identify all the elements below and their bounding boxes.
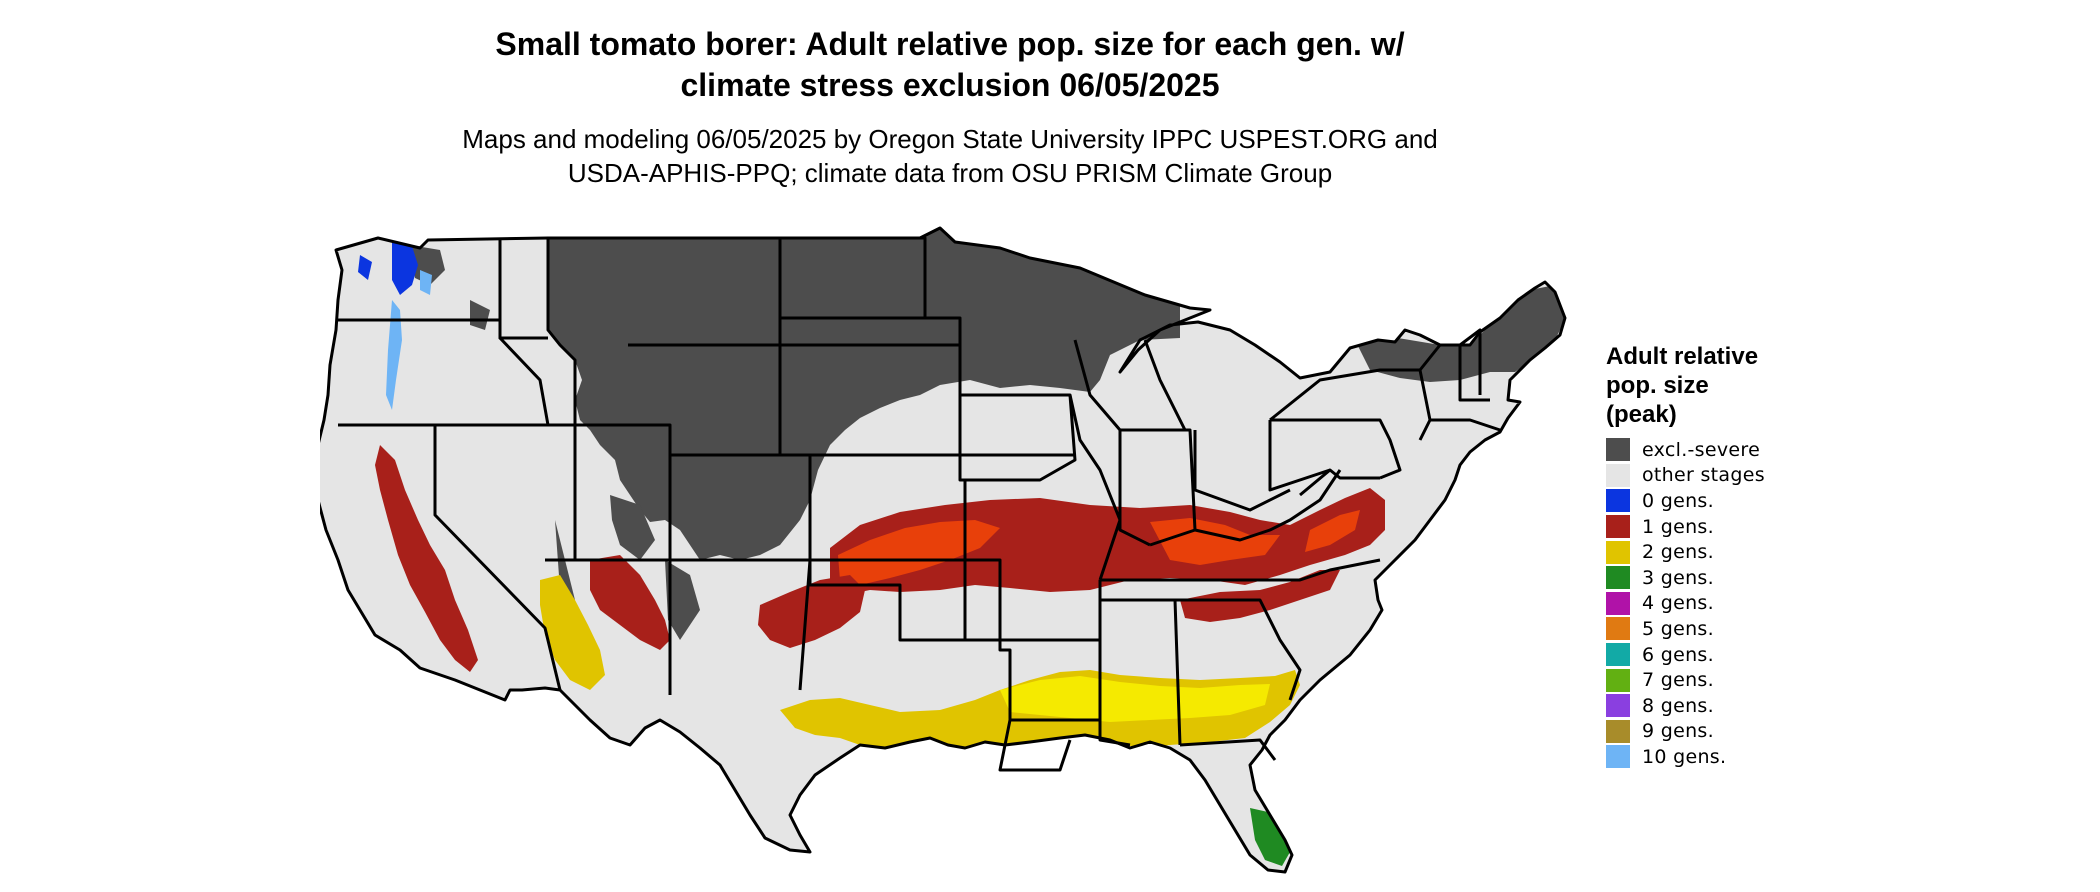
us-map-svg [320, 226, 1567, 874]
border-ok-tx [808, 560, 965, 642]
region-0-gens-washington [358, 240, 418, 295]
legend-item: 4 gens. [1606, 591, 1906, 617]
legend-label: excl.-severe [1642, 438, 1761, 461]
map-title-line-2: climate stress exclusion 06/05/2025 [680, 67, 1220, 103]
border-ut-wy [575, 423, 810, 457]
legend-title-line-3: (peak) [1606, 401, 1677, 428]
legend-swatch [1606, 489, 1630, 513]
border-mi-lower [1143, 339, 1187, 431]
border-tn-nc [1100, 558, 1381, 582]
border-ny [1269, 368, 1432, 441]
legend-swatch [1606, 745, 1630, 769]
legend-item: 6 gens. [1606, 642, 1906, 668]
region-1-gen-california [375, 445, 478, 672]
legend-swatch [1606, 515, 1630, 539]
legend-swatch [1606, 463, 1630, 487]
border-ks-ok [810, 558, 1010, 642]
region-1-gen-southwest [758, 575, 865, 648]
border-ky-wv [1149, 469, 1342, 547]
legend-item: 8 gens. [1606, 693, 1906, 719]
legend-item: 1 gens. [1606, 514, 1906, 540]
legend-item: 5 gens. [1606, 616, 1906, 642]
legend-label: 2 gens. [1642, 541, 1714, 564]
legend-label: 9 gens. [1642, 720, 1714, 743]
map-fill-regions [320, 228, 1565, 872]
border-ga-fl [1179, 738, 1277, 761]
legend-label: 0 gens. [1642, 489, 1714, 512]
region-excluded-west-patches [410, 245, 700, 640]
legend-item: 0 gens. [1606, 488, 1906, 514]
map-title: Small tomato borer: Adult relative pop. … [0, 24, 1900, 106]
legend-swatch [1606, 540, 1630, 564]
border-pa-ny [1270, 418, 1402, 480]
legend-swatch [1606, 643, 1630, 667]
legend-label: 8 gens. [1642, 694, 1714, 717]
legend-label: 6 gens. [1642, 643, 1714, 666]
region-excluded-north [548, 230, 1180, 560]
map-subtitle-line-2: USDA-APHIS-PPQ; climate data from OSU PR… [567, 158, 1333, 188]
map-legend: Adult relative pop. size (peak) excl.-se… [1606, 342, 1906, 770]
legend-title: Adult relative pop. size (peak) [1606, 342, 1806, 429]
region-1-gen-light [838, 510, 1360, 585]
legend-swatch [1606, 694, 1630, 718]
region-3-gens-texas [880, 800, 918, 855]
legend-label: 3 gens. [1642, 566, 1714, 589]
border-pa-west [1268, 420, 1331, 492]
border-ct-ma [1430, 418, 1501, 432]
border-nh-me [1459, 328, 1482, 395]
border-ms [1098, 580, 1131, 747]
legend-label: 5 gens. [1642, 617, 1714, 640]
region-2-gens-bright [1000, 676, 1270, 722]
legend-items: excl.-severe other stages 0 gens. 1 gens. 2 … [1606, 437, 1906, 770]
legend-swatch [1606, 617, 1630, 641]
legend-label: other stages [1642, 464, 1765, 487]
region-1-gen-band [830, 488, 1385, 595]
legend-swatch [1606, 438, 1630, 462]
border-id-mt [546, 238, 577, 425]
border-ga [1175, 598, 1302, 701]
region-excluded-northeast [1355, 286, 1565, 382]
border-la [998, 719, 1072, 772]
legend-item: excl.-severe [1606, 437, 1906, 463]
legend-item: 3 gens. [1606, 565, 1906, 591]
map-subtitle: Maps and modeling 06/05/2025 by Oregon S… [0, 122, 1900, 190]
border-id-west [498, 238, 550, 426]
legend-swatch [1606, 668, 1630, 692]
legend-item: 2 gens. [1606, 539, 1906, 565]
state-borders [320, 226, 1567, 874]
border-md [1299, 468, 1380, 497]
border-wi-mi [1073, 339, 1122, 431]
region-1-gen-arizona [590, 555, 670, 650]
legend-item: 9 gens. [1606, 719, 1906, 745]
legend-item: other stages [1606, 463, 1906, 489]
region-1-gen-appalachia [1180, 570, 1340, 622]
legend-label: 7 gens. [1642, 669, 1714, 692]
map-title-line-1: Small tomato borer: Adult relative pop. … [495, 26, 1405, 62]
map-subtitle-line-1: Maps and modeling 06/05/2025 by Oregon S… [462, 124, 1438, 154]
border-mo-ar [963, 480, 1012, 720]
border-ca-nv [433, 425, 562, 691]
border-in [1118, 430, 1151, 547]
legend-swatch [1606, 566, 1630, 590]
region-10-gens-northwest [386, 270, 432, 410]
legend-item: 10 gens. [1606, 744, 1906, 770]
legend-swatch [1606, 591, 1630, 615]
legend-label: 1 gens. [1642, 515, 1714, 538]
border-mn-ia [960, 393, 1077, 482]
region-2-gens-arizona [540, 575, 605, 690]
legend-title-line-2: pop. size [1606, 372, 1709, 399]
region-3-gens-florida [1250, 808, 1290, 866]
legend-item: 7 gens. [1606, 667, 1906, 693]
border-il [1068, 394, 1122, 581]
legend-swatch [1606, 719, 1630, 743]
border-oh-wv [1193, 430, 1291, 512]
legend-label: 10 gens. [1642, 745, 1727, 768]
border-oh [1120, 428, 1197, 531]
us-map [320, 222, 1580, 882]
legend-title-line-1: Adult relative [1606, 343, 1759, 370]
legend-label: 4 gens. [1642, 592, 1714, 615]
